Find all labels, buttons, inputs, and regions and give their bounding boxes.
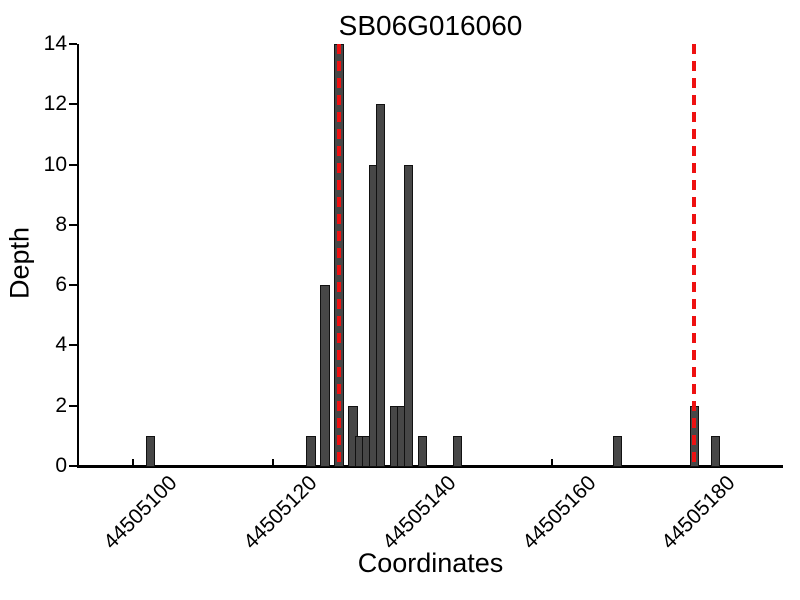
depth-bar [613,435,623,467]
y-tick [69,344,77,347]
chart-title: SB06G016060 [338,10,523,41]
x-axis-spine [77,465,783,468]
y-tick-label: 12 [43,92,67,116]
y-tick-label: 2 [55,393,67,417]
y-tick [69,223,77,226]
y-tick [69,404,77,407]
y-axis-spine [77,44,79,468]
x-tick [550,459,553,465]
depth-bar [403,164,414,467]
depth-bar [376,104,386,467]
y-tick-label: 14 [43,31,67,55]
y-tick-label: 6 [55,273,67,297]
depth-bar [320,285,330,467]
x-tick [132,459,135,465]
depth-bar [417,435,428,467]
y-tick [69,103,77,106]
y-tick [69,465,77,467]
y-tick [69,42,77,45]
depth-bar [146,435,156,467]
y-tick [69,163,77,166]
x-axis-label: Coordinates [357,548,504,578]
depth-bar [710,435,720,467]
gene-boundary-line [336,43,341,466]
y-tick-label: 0 [55,454,67,477]
depth-bar [306,435,316,467]
gene-boundary-line [692,43,697,466]
y-tick-label: 10 [43,152,67,176]
depth-bar [452,435,463,467]
y-tick-label: 8 [55,212,67,236]
y-tick-label: 4 [55,333,67,357]
x-tick [271,459,274,465]
y-tick [69,284,77,287]
